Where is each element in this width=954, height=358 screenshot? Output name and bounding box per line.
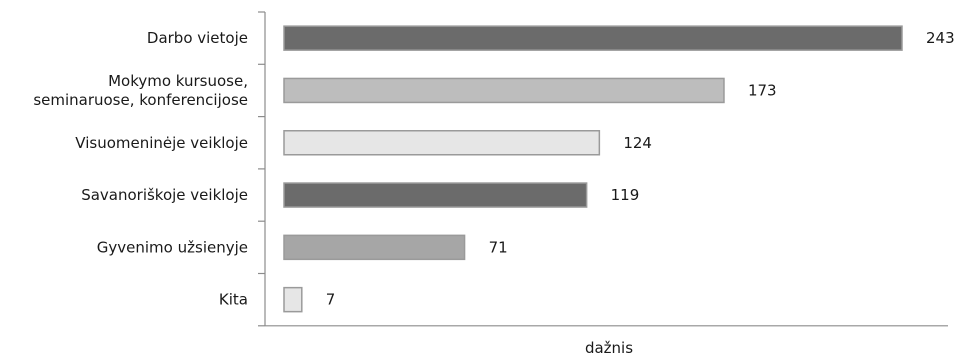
value-label: 7 — [326, 291, 336, 309]
category-label: Gyvenimo užsienyje — [97, 238, 248, 256]
category-label: Savanoriškoje veikloje — [81, 186, 248, 204]
value-label: 173 — [748, 81, 777, 99]
bar — [283, 182, 588, 208]
x-axis-title: dažnis — [585, 339, 633, 357]
category-label: Kita — [219, 291, 248, 309]
category-label: Darbo vietoje — [147, 29, 248, 47]
bar — [283, 286, 303, 313]
value-labels: 243 173 124 119 71 7 — [326, 29, 954, 309]
value-label: 124 — [623, 134, 652, 152]
category-axis — [258, 11, 948, 327]
category-label: Mokymo kursuose, — [108, 72, 248, 90]
value-label: 243 — [926, 29, 954, 47]
value-label: 119 — [611, 186, 640, 204]
bar — [283, 77, 725, 104]
category-label: seminaruose, konferencijose — [33, 91, 248, 109]
bar — [283, 130, 601, 156]
bar — [283, 234, 466, 261]
category-label: Visuomeninėje veikloje — [75, 134, 248, 152]
value-label: 71 — [489, 238, 508, 256]
bars — [283, 25, 903, 313]
category-labels: Darbo vietoje Mokymo kursuose,seminaruose… — [33, 29, 248, 309]
bar — [283, 25, 903, 51]
